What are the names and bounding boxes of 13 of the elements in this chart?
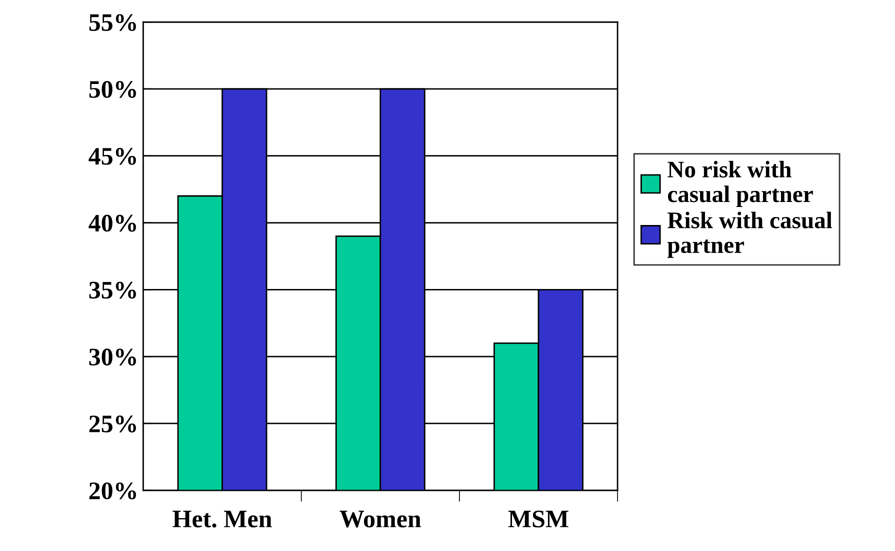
y-tick-label: 55% bbox=[89, 14, 136, 32]
y-tick-label: 25% bbox=[89, 416, 136, 432]
x-tick-label: MSM bbox=[508, 510, 568, 528]
y-tick-label: 20% bbox=[89, 482, 136, 500]
legend-label: No risk with casual partner bbox=[668, 160, 813, 208]
x-tick-label: Het. Men bbox=[172, 510, 272, 528]
y-tick-label: 30% bbox=[89, 348, 136, 366]
y-tick-label: 45% bbox=[88, 148, 136, 165]
legend-label: Risk with casual partner bbox=[667, 212, 832, 258]
y-tick-label: 35% bbox=[89, 282, 136, 299]
y-tick-label: 50% bbox=[89, 80, 136, 98]
y-tick-label: 40% bbox=[88, 214, 136, 232]
x-tick-label: Women bbox=[340, 510, 421, 528]
